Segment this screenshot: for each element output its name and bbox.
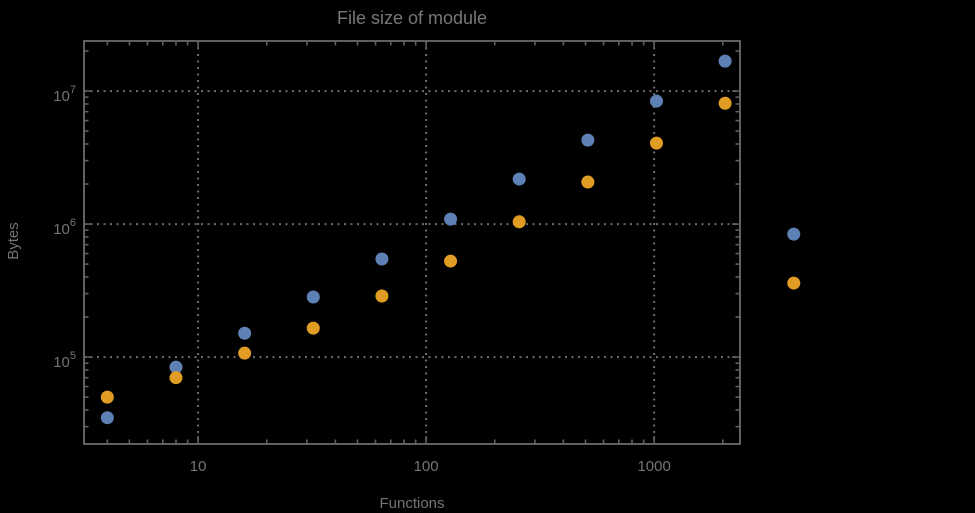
y-tick-label: 106 [53,217,76,238]
data-point-orange-series [718,96,732,110]
data-point-blue-series [169,360,183,374]
data-point-orange-series [375,289,389,303]
data-point-orange-series [581,175,595,189]
data-point-blue-series [444,212,458,226]
data-point-orange-series [238,346,252,360]
y-tick-label: 107 [53,84,76,105]
data-point-orange-series [306,321,320,335]
y-tick-label: 105 [53,350,76,371]
data-point-orange-series [100,390,114,404]
data-point-orange-series [649,136,663,150]
data-points [100,54,801,425]
chart-title: File size of module [337,8,487,28]
axis-ticks [84,41,740,444]
data-point-blue-series [787,227,801,241]
data-point-blue-series [306,290,320,304]
y-axis-label: Bytes [5,222,22,260]
data-point-orange-series [512,215,526,229]
data-point-blue-series [512,172,526,186]
data-point-blue-series [375,252,389,266]
data-point-orange-series [444,254,458,268]
x-tick-label: 10 [190,458,207,475]
plot-frame [83,40,741,445]
x-axis-label: Functions [379,495,444,512]
data-point-blue-series [649,94,663,108]
data-point-blue-series [238,326,252,340]
data-point-orange-series [787,276,801,290]
gridlines [84,41,740,444]
data-point-blue-series [100,411,114,425]
data-point-blue-series [718,54,732,68]
x-tick-label: 100 [414,458,439,475]
tick-labels: 10 100 1000 105 106 107 [53,84,671,475]
x-tick-label: 1000 [637,458,670,475]
data-point-blue-series [581,133,595,147]
data-point-orange-series [169,371,183,385]
